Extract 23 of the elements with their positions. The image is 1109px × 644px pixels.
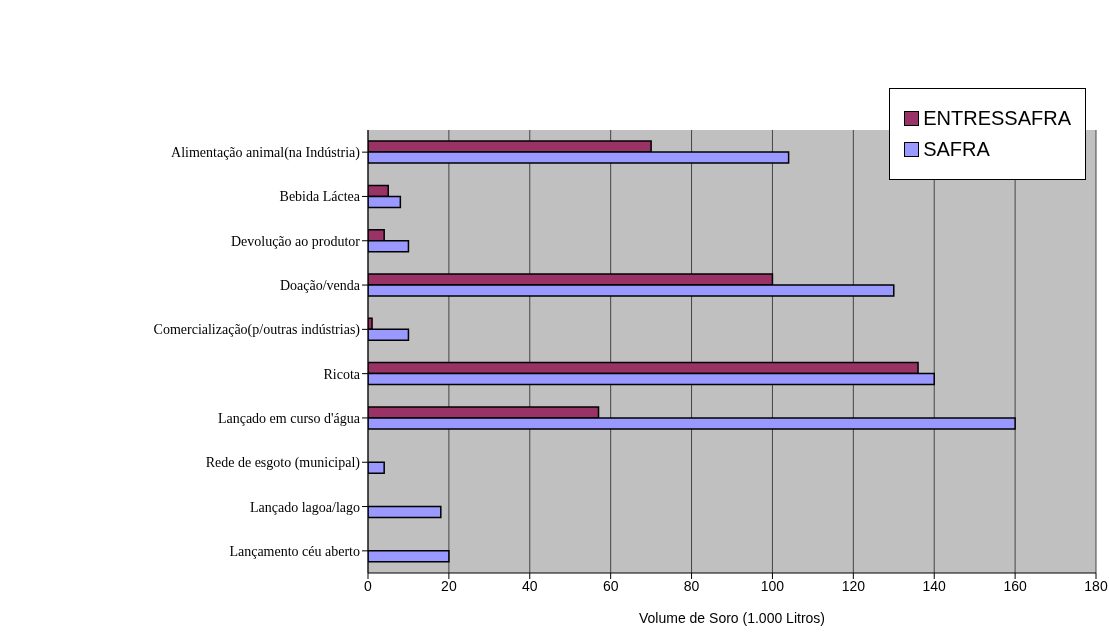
- y-tick-label: Bebida Láctea: [279, 189, 361, 205]
- y-tick-label: Rede de esgoto (municipal): [205, 455, 361, 472]
- x-tick-label: 140: [922, 577, 947, 594]
- x-tick-label: 160: [1003, 577, 1027, 594]
- y-tick-label: Devolução ao produtor: [230, 233, 361, 249]
- y-tick-label: Doação/venda: [279, 278, 361, 294]
- x-tick-label: 40: [521, 577, 538, 594]
- x-tick-label: 20: [441, 577, 457, 594]
- legend-label: ENTRESSAFRA: [923, 107, 1071, 130]
- x-tick-label: 180: [1084, 577, 1108, 594]
- y-tick-label: Lançamento céu aberto: [229, 543, 360, 559]
- y-tick-label: Alimentação animal(na Indústria): [171, 145, 361, 162]
- x-tick-label: 80: [683, 577, 700, 594]
- y-tick-label: Lançado lagoa/lago: [249, 499, 360, 515]
- x-tick-label: 60: [602, 577, 619, 594]
- x-tick-label: 0: [364, 577, 373, 594]
- y-tick-label: Ricota: [323, 366, 361, 382]
- y-tick-label: Comercialização(p/outras indústrias): [153, 322, 361, 339]
- legend-label: SAFRA: [923, 138, 990, 161]
- y-tick-label: Lançado em curso d'água: [217, 410, 361, 426]
- x-axis-title: Volume de Soro (1.000 Litros): [639, 610, 825, 626]
- x-tick-label: 120: [841, 577, 866, 594]
- x-tick-label: 100: [760, 577, 785, 594]
